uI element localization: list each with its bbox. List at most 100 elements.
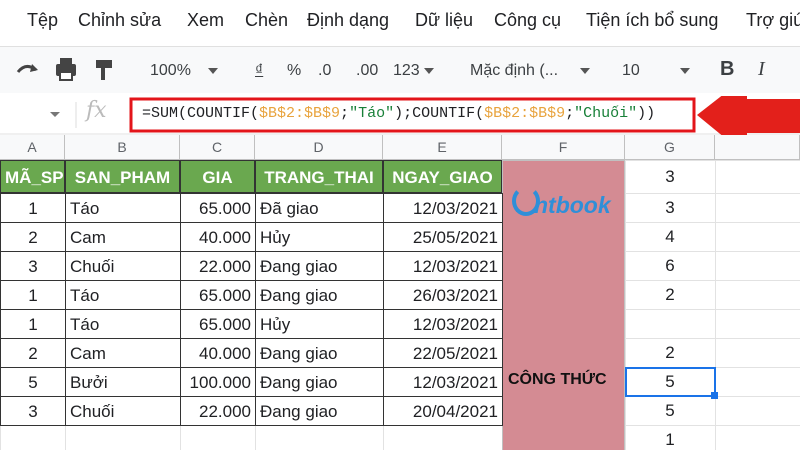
table-cell[interactable]: Đang giao (255, 338, 384, 368)
table-cell[interactable]: Hủy (255, 222, 384, 252)
toolbar-size[interactable]: 10 (622, 62, 640, 79)
grid-cell[interactable] (715, 160, 800, 194)
column-g-cell[interactable]: 2 (665, 343, 675, 362)
table-cell[interactable]: 22.000 (180, 251, 256, 281)
toolbar-format[interactable]: 123 (393, 62, 420, 79)
column-header[interactable]: D (255, 135, 383, 160)
table-cell[interactable]: Táo (65, 193, 181, 223)
menu-item[interactable]: Tiện ích bổ sung (586, 10, 719, 30)
column-header[interactable]: E (383, 135, 502, 160)
formula-text[interactable]: =SUM(COUNTIF($B$2:$B$9;"Táo");COUNTIF($B… (142, 105, 655, 122)
grid-cell[interactable] (715, 251, 800, 281)
table-header-cell[interactable]: GIA (180, 160, 255, 193)
table-cell[interactable]: 40.000 (180, 222, 256, 252)
column-g-cell[interactable]: 4 (665, 227, 675, 246)
dropdown-arrow[interactable] (208, 68, 218, 74)
dropdown-arrow[interactable] (680, 68, 690, 74)
table-cell[interactable]: 5 (0, 367, 66, 397)
column-header[interactable]: C (180, 135, 255, 160)
grid-cell[interactable] (715, 193, 800, 223)
table-cell[interactable]: Đang giao (255, 396, 384, 426)
table-cell[interactable]: 1 (0, 280, 66, 310)
column-g-cell[interactable]: 5 (665, 372, 675, 391)
table-cell[interactable]: Đang giao (255, 367, 384, 397)
menu-item[interactable]: Định dạng (307, 10, 390, 30)
table-cell[interactable]: Đang giao (255, 251, 384, 281)
table-cell[interactable]: 65.000 (180, 280, 256, 310)
table-cell[interactable]: 12/03/2021 (383, 309, 503, 339)
table-cell[interactable]: 40.000 (180, 338, 256, 368)
table-cell[interactable]: 22/05/2021 (383, 338, 503, 368)
table-cell[interactable]: 12/03/2021 (383, 367, 503, 397)
column-g-cell[interactable]: 3 (665, 167, 675, 186)
grid-cell[interactable] (715, 367, 800, 397)
grid-cell[interactable] (715, 309, 800, 339)
toolbar-zoom[interactable]: 100% (150, 62, 191, 79)
menu-item[interactable]: Dữ liệu (415, 10, 474, 30)
table-cell[interactable]: 12/03/2021 (383, 193, 503, 223)
table-header-cell[interactable]: TRANG_THAI (255, 160, 383, 193)
dropdown-arrow[interactable] (580, 68, 590, 74)
table-cell[interactable]: 2 (0, 222, 66, 252)
grid-cell[interactable] (383, 425, 503, 450)
grid-cell[interactable] (625, 309, 716, 339)
toolbar-dec-more[interactable]: .00 (356, 62, 379, 79)
menu-item[interactable]: Xem (187, 10, 225, 30)
table-cell[interactable]: 12/03/2021 (383, 251, 503, 281)
table-cell[interactable]: Đã giao (255, 193, 384, 223)
table-cell[interactable]: 3 (0, 396, 66, 426)
table-cell[interactable]: Chuối (65, 251, 181, 281)
column-header[interactable]: F (502, 135, 625, 160)
toolbar-italic[interactable]: I (758, 58, 765, 80)
table-cell[interactable]: 26/03/2021 (383, 280, 503, 310)
table-cell[interactable]: 3 (0, 251, 66, 281)
menu-item[interactable]: Chỉnh sửa (78, 10, 162, 30)
table-cell[interactable]: 1 (0, 309, 66, 339)
toolbar-font[interactable]: Mặc định (... (470, 62, 559, 79)
table-cell[interactable]: 1 (0, 193, 66, 223)
table-cell[interactable]: 20/04/2021 (383, 396, 503, 426)
toolbar-dec-less[interactable]: .0 (318, 62, 332, 79)
grid-cell[interactable] (0, 425, 66, 450)
grid-cell[interactable] (715, 280, 800, 310)
toolbar-percent[interactable]: % (287, 62, 302, 79)
column-header[interactable]: A (0, 135, 65, 160)
table-cell[interactable]: 65.000 (180, 193, 256, 223)
column-header[interactable]: G (625, 135, 715, 160)
menu-item[interactable]: Công cụ (494, 10, 562, 30)
column-header[interactable]: B (65, 135, 180, 160)
table-cell[interactable]: Đang giao (255, 280, 384, 310)
selection-handle[interactable] (711, 392, 718, 399)
table-cell[interactable]: 65.000 (180, 309, 256, 339)
table-cell[interactable]: 22.000 (180, 396, 256, 426)
table-cell[interactable]: Táo (65, 309, 181, 339)
table-cell[interactable]: Chuối (65, 396, 181, 426)
column-g-cell[interactable]: 1 (665, 430, 675, 449)
dropdown-arrow[interactable] (424, 68, 434, 74)
table-cell[interactable]: Hủy (255, 309, 384, 339)
grid-cell[interactable] (715, 222, 800, 252)
menu-item[interactable]: Chèn (245, 10, 289, 30)
table-cell[interactable]: 2 (0, 338, 66, 368)
table-cell[interactable]: Bưởi (65, 367, 181, 397)
grid-cell[interactable] (255, 425, 384, 450)
grid-cell[interactable] (180, 425, 256, 450)
grid-cell[interactable] (715, 396, 800, 426)
table-cell[interactable]: Cam (65, 222, 181, 252)
table-cell[interactable]: Táo (65, 280, 181, 310)
column-g-cell[interactable]: 2 (665, 285, 675, 304)
column-g-cell[interactable]: 5 (665, 401, 675, 420)
toolbar-currency[interactable]: ₫ (255, 62, 264, 79)
table-cell[interactable]: 100.000 (180, 367, 256, 397)
menu-item[interactable]: Trợ giú (746, 10, 800, 30)
column-g-cell[interactable]: 3 (665, 198, 675, 217)
name-box-arrow[interactable] (50, 112, 60, 117)
table-header-cell[interactable]: MÃ_SP (0, 160, 65, 193)
menu-item[interactable]: Tệp (27, 10, 59, 30)
column-g-cell[interactable]: 6 (665, 256, 675, 275)
grid-cell[interactable] (715, 338, 800, 368)
grid-cell[interactable] (65, 425, 181, 450)
grid-cell[interactable] (715, 425, 800, 450)
table-header-cell[interactable]: NGAY_GIAO (383, 160, 502, 193)
table-cell[interactable]: Cam (65, 338, 181, 368)
